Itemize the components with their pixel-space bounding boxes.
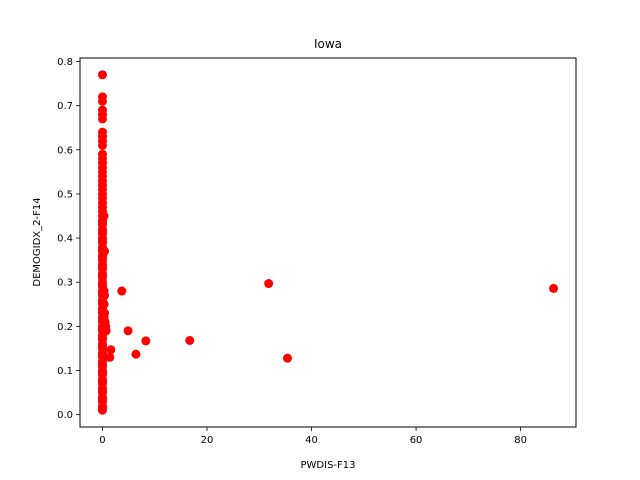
data-point	[105, 352, 115, 362]
x-tick-label: 80	[514, 435, 527, 446]
data-point	[97, 394, 107, 404]
data-point	[97, 377, 107, 387]
data-point	[97, 114, 107, 124]
data-point	[97, 262, 107, 272]
y-tick-label: 0.6	[57, 145, 73, 156]
data-point	[97, 226, 107, 236]
data-point	[141, 336, 151, 346]
data-point	[282, 353, 292, 363]
y-tick-label: 0.4	[57, 234, 73, 245]
data-point	[549, 283, 559, 293]
y-tick-label: 0.0	[57, 410, 73, 421]
data-point	[97, 368, 107, 378]
data-point	[100, 308, 110, 318]
y-tick-label: 0.8	[57, 57, 73, 68]
data-point	[97, 140, 107, 150]
data-point	[97, 341, 107, 351]
data-points	[97, 70, 559, 415]
data-point	[97, 70, 107, 80]
plot-area	[79, 57, 577, 428]
data-point	[117, 286, 127, 296]
data-point	[100, 290, 110, 300]
data-point	[97, 235, 107, 245]
y-axis-ticks: 0.0 0.1 0.2 0.3 0.4 0.5 0.6 0.7 0.8	[57, 57, 80, 421]
data-point	[97, 385, 107, 395]
y-tick-label: 0.1	[57, 366, 73, 377]
x-tick-label: 40	[305, 435, 318, 446]
chart-title: Iowa	[314, 37, 342, 51]
y-tick-label: 0.3	[57, 278, 73, 289]
data-point	[97, 96, 107, 106]
data-point	[185, 335, 195, 345]
x-axis-label: PWDIS-F13	[301, 460, 356, 471]
data-point	[97, 350, 107, 360]
data-point	[131, 349, 141, 359]
x-tick-label: 60	[410, 435, 423, 446]
data-point	[97, 359, 107, 369]
x-tick-label: 0	[99, 435, 105, 446]
data-point	[106, 345, 116, 355]
data-point	[264, 279, 274, 289]
data-point	[99, 299, 109, 309]
data-point	[100, 246, 110, 256]
y-tick-label: 0.7	[57, 101, 73, 112]
x-tick-label: 20	[201, 435, 214, 446]
y-tick-label: 0.5	[57, 189, 73, 200]
y-axis-label: DEMOGIDX_2-F14	[32, 197, 43, 286]
data-point	[101, 326, 111, 336]
x-axis-ticks: 0 20 40 60 80	[99, 427, 527, 446]
data-point	[99, 211, 109, 221]
y-tick-label: 0.2	[57, 322, 73, 333]
data-point	[97, 271, 107, 281]
data-point	[97, 403, 107, 413]
data-point	[123, 326, 133, 336]
